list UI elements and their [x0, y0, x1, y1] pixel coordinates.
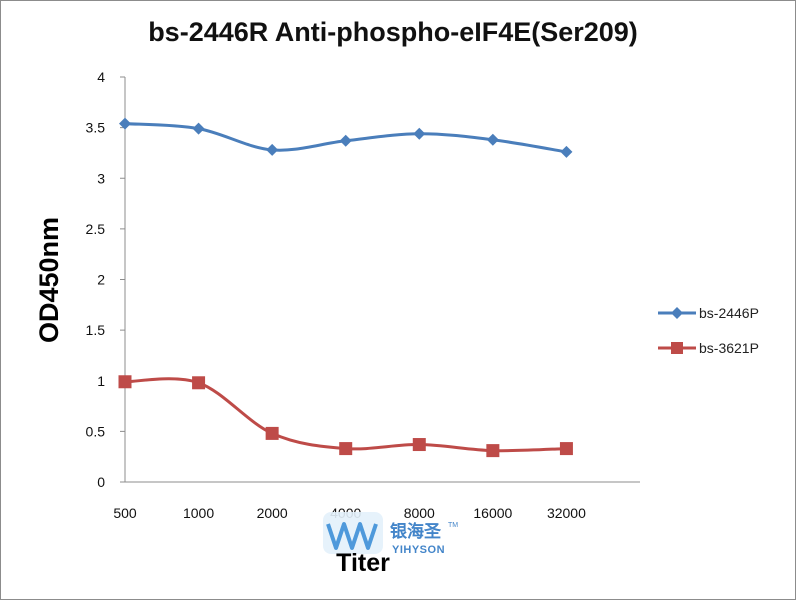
y-tick-label: 0.5: [86, 423, 106, 439]
data-point-bs-2446P-32000: [560, 145, 573, 158]
y-axis-title: OD450nm: [34, 217, 64, 343]
data-point-bs-3621P-8000: [412, 438, 426, 452]
x-tick-label: 1000: [183, 505, 214, 521]
logo-brand-en: YIHYSON: [392, 544, 445, 556]
yihyson-logo: 银海圣 TM YIHYSON: [323, 512, 458, 556]
data-point-bs-3621P-500: [118, 375, 132, 389]
x-axis-title: Titer: [336, 549, 390, 577]
logo-wave-mark: [326, 522, 378, 550]
legend-label: bs-2446P: [699, 305, 759, 321]
y-tick-label: 2.5: [86, 221, 106, 237]
series-layer: [118, 117, 573, 458]
legend-marker-bs-2446P: [671, 307, 683, 319]
y-tick-label: 0: [97, 474, 105, 490]
data-point-bs-3621P-16000: [486, 444, 500, 458]
data-point-bs-2446P-4000: [339, 134, 352, 147]
legend-label: bs-3621P: [699, 340, 759, 356]
y-tick-label: 2: [97, 272, 105, 288]
data-point-bs-2446P-16000: [486, 133, 499, 146]
logo-brand-cn: 银海圣: [390, 521, 442, 541]
data-point-bs-2446P-1000: [192, 122, 205, 135]
data-point-bs-2446P-500: [119, 117, 131, 130]
y-tick-label: 3: [97, 170, 105, 186]
x-tick-label: 16000: [473, 505, 512, 521]
data-point-bs-3621P-32000: [559, 442, 573, 456]
chart-title: bs-2446R Anti-phospho-eIF4E(Ser209): [148, 17, 638, 47]
legend: bs-2446P bs-3621P: [658, 305, 759, 356]
y-tick-label: 1.5: [86, 322, 106, 338]
x-tick-label: 8000: [404, 505, 435, 521]
y-tick-label: 1: [97, 373, 105, 389]
y-axis-ticks: 0 0.5 1 1.5 2 2.5 3 3.5 4: [86, 69, 125, 490]
legend-marker-bs-3621P: [671, 342, 683, 354]
logo-trademark: TM: [448, 522, 458, 529]
data-point-bs-3621P-4000: [339, 442, 353, 456]
x-tick-label: 32000: [547, 505, 586, 521]
data-point-bs-2446P-2000: [266, 143, 279, 156]
data-point-bs-3621P-1000: [192, 376, 206, 390]
y-tick-label: 4: [97, 69, 105, 85]
data-point-bs-3621P-2000: [265, 426, 279, 440]
x-tick-label: 2000: [257, 505, 288, 521]
series-line-bs-3621P: [123, 377, 568, 453]
data-point-bs-2446P-8000: [413, 127, 426, 140]
y-tick-label: 3.5: [86, 120, 106, 136]
x-tick-label: 500: [113, 505, 137, 521]
